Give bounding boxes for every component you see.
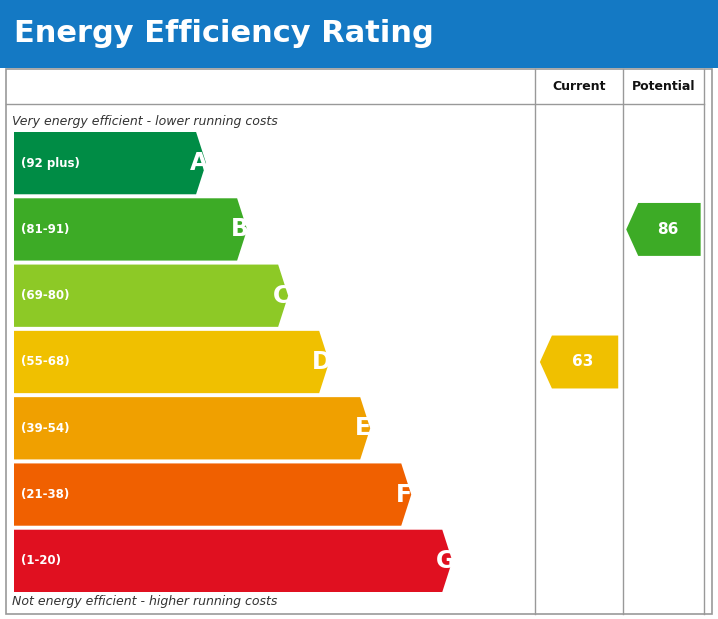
Polygon shape xyxy=(14,264,288,327)
Text: (1-20): (1-20) xyxy=(21,555,61,568)
Text: 86: 86 xyxy=(657,222,678,237)
Text: G: G xyxy=(436,549,455,573)
Text: B: B xyxy=(231,217,249,241)
Text: A: A xyxy=(190,151,208,175)
Bar xyxy=(6,69,712,614)
Text: Energy Efficiency Rating: Energy Efficiency Rating xyxy=(14,20,434,48)
Text: (39-54): (39-54) xyxy=(21,422,70,435)
Text: E: E xyxy=(355,417,371,440)
Polygon shape xyxy=(626,203,701,256)
Text: F: F xyxy=(396,483,412,506)
Text: C: C xyxy=(273,284,290,308)
Polygon shape xyxy=(14,331,329,393)
Text: (69-80): (69-80) xyxy=(21,289,70,302)
Text: Potential: Potential xyxy=(632,80,695,93)
Text: (81-91): (81-91) xyxy=(21,223,70,236)
Polygon shape xyxy=(14,132,206,194)
Text: Current: Current xyxy=(552,80,606,93)
Text: (55-68): (55-68) xyxy=(21,355,70,368)
Polygon shape xyxy=(14,464,411,526)
Text: (21-38): (21-38) xyxy=(21,488,69,501)
Polygon shape xyxy=(14,530,452,592)
Polygon shape xyxy=(540,335,618,389)
Bar xyxy=(0,0,718,68)
Polygon shape xyxy=(14,397,370,459)
Text: Not energy efficient - higher running costs: Not energy efficient - higher running co… xyxy=(12,595,277,608)
Polygon shape xyxy=(14,198,247,261)
Text: 63: 63 xyxy=(572,355,594,370)
Text: Very energy efficient - lower running costs: Very energy efficient - lower running co… xyxy=(12,116,278,129)
Text: D: D xyxy=(312,350,332,374)
Text: (92 plus): (92 plus) xyxy=(21,157,80,170)
